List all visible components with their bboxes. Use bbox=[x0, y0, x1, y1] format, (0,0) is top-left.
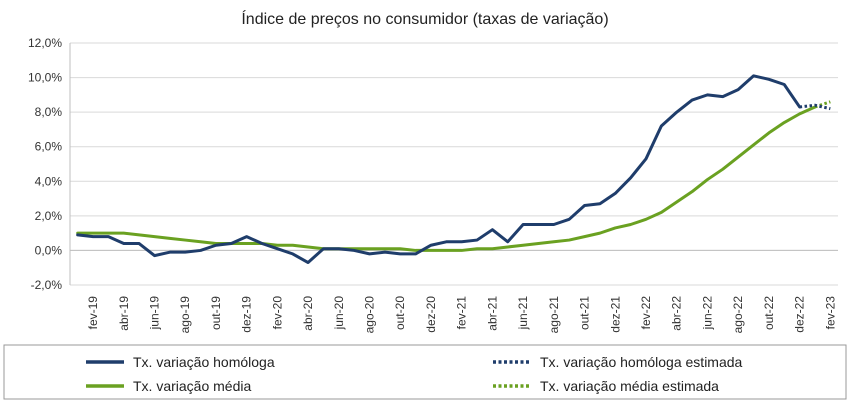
y-tick-label: 4,0% bbox=[35, 174, 63, 188]
x-tick-label: ago-22 bbox=[731, 296, 745, 334]
x-tick-label: dez-22 bbox=[793, 296, 807, 333]
x-tick-label: abr-19 bbox=[117, 296, 131, 331]
legend-label-media-estimada: Tx. variação média estimada bbox=[540, 378, 719, 394]
y-tick-label: -2,0% bbox=[31, 278, 63, 292]
series-line-media-estimada bbox=[814, 100, 831, 109]
x-tick-label: dez-21 bbox=[608, 296, 622, 333]
legend: Tx. variação homóloga Tx. variação homól… bbox=[3, 344, 847, 400]
y-tick-label: 0,0% bbox=[35, 243, 63, 257]
legend-label-media: Tx. variação média bbox=[133, 378, 251, 394]
y-tick-label: 6,0% bbox=[35, 140, 63, 154]
x-tick-label: jun-21 bbox=[516, 296, 530, 331]
y-tick-label: 12,0% bbox=[28, 36, 62, 50]
y-axis-ticks: 12,0% 10,0% 8,0% 6,0% 4,0% 2,0% 0,0% -2,0% bbox=[28, 36, 62, 292]
x-tick-label: ago-19 bbox=[178, 296, 192, 334]
x-tick-label: abr-21 bbox=[485, 296, 499, 331]
x-tick-label: fev-21 bbox=[455, 296, 469, 330]
x-tick-label: jun-22 bbox=[700, 296, 714, 331]
y-tick-label: 10,0% bbox=[28, 71, 62, 85]
x-tick-label: out-22 bbox=[762, 296, 776, 330]
x-tick-label: fev-22 bbox=[639, 296, 653, 330]
x-tick-label: dez-19 bbox=[240, 296, 254, 333]
legend-label-homologa-estimada: Tx. variação homóloga estimada bbox=[540, 354, 743, 370]
x-tick-label: out-21 bbox=[578, 296, 592, 330]
x-tick-label: out-20 bbox=[393, 296, 407, 330]
legend-frame bbox=[3, 344, 847, 400]
x-tick-label: out-19 bbox=[209, 296, 223, 330]
series-line-media bbox=[76, 105, 817, 252]
x-tick-label: fev-19 bbox=[86, 296, 100, 330]
series-lines bbox=[76, 74, 831, 265]
x-tick-label: dez-20 bbox=[424, 296, 438, 333]
x-tick-label: fev-23 bbox=[823, 296, 837, 330]
x-axis-ticks: fev-19 abr-19 jun-19 ago-19 out-19 dez-19 fev-… bbox=[86, 296, 837, 334]
chart-title: Índice de preços no consumidor (taxas de… bbox=[241, 9, 608, 28]
x-tick-label: abr-22 bbox=[670, 296, 684, 331]
y-tick-label: 2,0% bbox=[35, 209, 63, 223]
x-tick-label: ago-20 bbox=[363, 296, 377, 334]
series-line-homologa bbox=[76, 74, 802, 265]
x-tick-label: ago-21 bbox=[547, 296, 561, 334]
series-line-homologa-estimada bbox=[799, 103, 831, 111]
y-tick-label: 8,0% bbox=[35, 105, 63, 119]
gridlines bbox=[69, 42, 838, 286]
x-tick-label: abr-20 bbox=[301, 296, 315, 331]
x-tick-label: fev-20 bbox=[270, 296, 284, 330]
x-tick-label: jun-20 bbox=[332, 296, 346, 331]
legend-label-homologa: Tx. variação homóloga bbox=[133, 354, 275, 370]
x-tick-label: jun-19 bbox=[147, 296, 161, 331]
